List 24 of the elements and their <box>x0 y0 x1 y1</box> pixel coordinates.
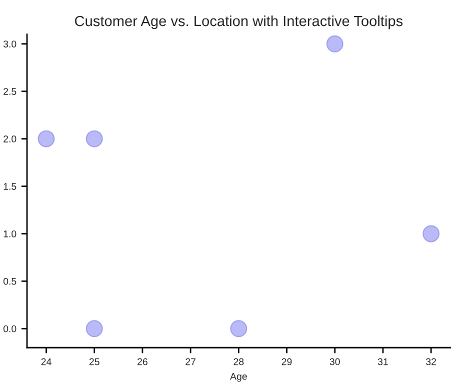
y-tick-label: 1.0 <box>4 230 16 238</box>
point <box>86 320 103 338</box>
y-tick-label: 2.5 <box>4 88 16 95</box>
x-tick-label: 32 <box>426 358 436 366</box>
point <box>38 130 55 148</box>
point <box>230 320 248 338</box>
x-tick-label: 29 <box>282 358 292 366</box>
y-tick-label: 3.0 <box>3 40 16 48</box>
point <box>86 130 103 148</box>
y-tick-label: 1.5 <box>4 183 16 190</box>
x-axis-title: Age <box>230 373 247 382</box>
x-tick-label: 31 <box>378 358 388 366</box>
x-tick-label: 27 <box>186 358 196 366</box>
point <box>326 35 344 52</box>
x-tick-label: 24 <box>41 358 52 366</box>
x-tick-label: 28 <box>234 358 244 366</box>
chart-title: Customer Age vs. Location with Interactive Tooltips <box>74 15 403 30</box>
y-tick-label: 0.0 <box>3 325 16 332</box>
y-tick-label: 2.0 <box>4 136 16 142</box>
x-tick-label: 26 <box>138 358 148 366</box>
x-tick-label: 30 <box>330 358 340 366</box>
point <box>422 225 440 242</box>
y-tick-label: 0.5 <box>3 278 16 285</box>
x-tick-label: 25 <box>89 358 100 366</box>
